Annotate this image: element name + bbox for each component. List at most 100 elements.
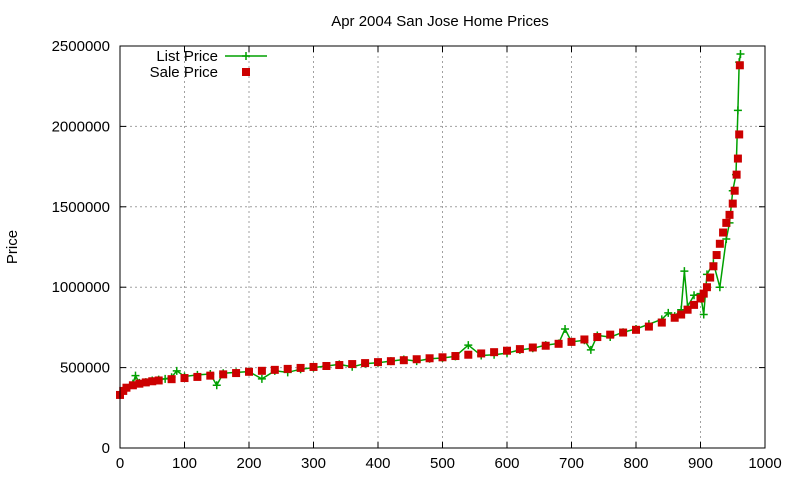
data-point [180, 374, 189, 383]
data-point [464, 350, 473, 359]
data-point [580, 335, 589, 344]
data-point [715, 283, 724, 292]
y-tick-label: 2500000 [52, 38, 110, 55]
data-point [690, 300, 699, 309]
data-point [706, 273, 715, 282]
x-tick-label: 200 [236, 455, 261, 472]
y-tick-label: 1500000 [52, 199, 110, 216]
data-point [606, 330, 615, 339]
data-point [374, 358, 382, 367]
data-point [131, 371, 140, 380]
legend-label-list-price: List Price [156, 48, 218, 65]
legend-marker-sale-price [242, 68, 250, 76]
data-point [172, 366, 181, 375]
chart-title: Apr 2004 San Jose Home Prices [331, 13, 549, 30]
y-tick-label: 2000000 [52, 118, 110, 135]
data-point [128, 381, 137, 390]
data-point [399, 356, 408, 365]
data-point [193, 372, 202, 381]
data-point [412, 355, 421, 364]
data-point [257, 366, 266, 375]
x-tick-label: 700 [559, 455, 584, 472]
data-point [733, 154, 742, 163]
x-tick-label: 100 [172, 455, 197, 472]
data-point [386, 357, 395, 366]
data-point [728, 199, 737, 208]
y-tick-label: 500000 [60, 360, 110, 377]
x-tick-label: 400 [365, 455, 390, 472]
data-point [699, 289, 708, 298]
data-point [732, 170, 741, 179]
y-axis-label: Price [4, 230, 21, 264]
x-tick-label: 300 [301, 455, 326, 472]
data-point [515, 345, 524, 354]
data-point [702, 283, 711, 292]
plot-frame [119, 45, 766, 449]
data-point [122, 383, 131, 392]
data-point [657, 318, 666, 327]
data-point [451, 352, 460, 361]
y-tick-label: 1000000 [52, 279, 110, 296]
data-point [270, 365, 279, 374]
data-point [477, 349, 486, 358]
data-point [141, 378, 150, 387]
data-point [257, 374, 266, 383]
data-point [425, 354, 434, 363]
x-tick-label: 0 [116, 455, 124, 472]
data-point [619, 328, 628, 337]
data-point [219, 370, 228, 379]
x-tick-label: 800 [623, 455, 648, 472]
data-point [167, 375, 176, 384]
data-point [212, 381, 221, 390]
axis-ticks: 0 100 200 300 400 500 600 700 800 900 1000 0 500000 1… [52, 38, 782, 472]
data-point [696, 294, 705, 303]
data-point [490, 348, 499, 357]
data-point [593, 333, 602, 342]
data-point [554, 339, 563, 348]
series-layer [116, 50, 745, 399]
grid-lines [120, 46, 765, 448]
data-point [135, 379, 144, 388]
x-tick-label: 900 [688, 455, 713, 472]
y-tick-label: 0 [102, 440, 110, 457]
data-point [725, 210, 734, 219]
data-point [541, 341, 550, 350]
data-point [709, 262, 718, 271]
data-point [206, 371, 215, 380]
legend: List Price Sale Price [150, 48, 267, 81]
data-point [632, 325, 640, 334]
data-point [528, 343, 537, 352]
data-point [677, 310, 686, 319]
data-point [283, 364, 292, 373]
data-point [735, 61, 744, 70]
data-point [719, 228, 728, 237]
data-point [735, 130, 744, 139]
data-point [683, 305, 692, 314]
legend-marker-list-price [242, 52, 250, 60]
data-point [335, 361, 344, 370]
legend-label-sale-price: Sale Price [150, 64, 218, 81]
data-point [567, 337, 576, 346]
data-point [348, 360, 357, 369]
data-point [245, 367, 253, 376]
data-point [664, 308, 673, 317]
data-point [680, 267, 689, 276]
data-point [586, 345, 595, 354]
data-point [715, 239, 724, 248]
data-point [322, 361, 331, 370]
data-point [722, 218, 731, 227]
data-point [438, 353, 447, 362]
series-line [119, 53, 742, 396]
data-point [712, 251, 721, 260]
x-tick-label: 500 [430, 455, 455, 472]
data-point [644, 322, 653, 331]
series-sale-price [116, 61, 744, 399]
data-point [503, 346, 511, 355]
data-point [670, 313, 679, 322]
data-point [148, 377, 157, 386]
data-point [730, 186, 739, 195]
series-list-price [116, 50, 745, 399]
data-point [154, 376, 163, 385]
data-point [561, 325, 570, 334]
